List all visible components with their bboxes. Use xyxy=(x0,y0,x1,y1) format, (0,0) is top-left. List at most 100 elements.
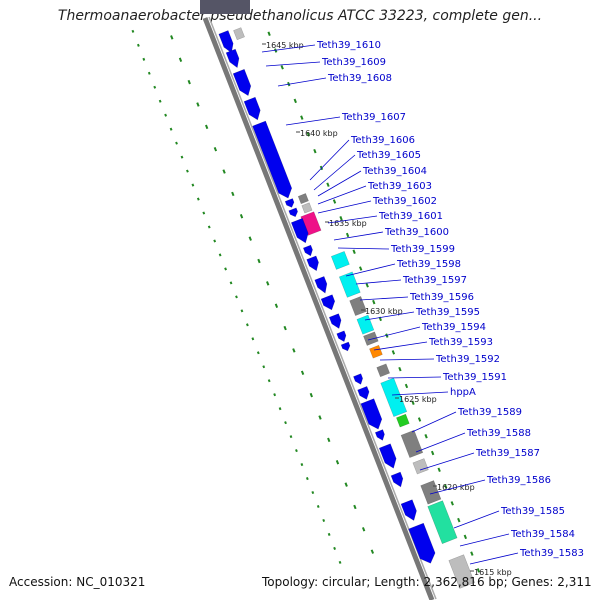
gc-tick-inner xyxy=(365,283,369,288)
gene-label: hppA xyxy=(450,387,476,398)
cds-arrow xyxy=(320,294,336,311)
gene-label: Teth39_1606 xyxy=(350,135,415,146)
gc-tick-outer xyxy=(338,560,342,564)
cds-arrow xyxy=(252,120,293,199)
gc-tick-mid xyxy=(266,281,270,286)
gene-leader-line xyxy=(317,200,372,214)
gc-tick-outer xyxy=(246,323,249,327)
feature-block xyxy=(427,500,458,545)
gene-leader-line xyxy=(345,263,396,277)
feature-block xyxy=(412,458,429,475)
cds-arrow xyxy=(328,313,342,329)
cds-arrow xyxy=(225,48,240,69)
gene-label: Teth39_1593 xyxy=(428,337,493,348)
gene-label: Teth39_1597 xyxy=(402,275,467,286)
cds-arrow xyxy=(390,471,404,488)
cds-arrow xyxy=(306,255,319,272)
gene-leader-line xyxy=(317,185,367,205)
gene-leader-line xyxy=(327,215,378,224)
gc-tick-inner xyxy=(398,366,402,372)
gc-tick-mid xyxy=(274,303,279,308)
gc-tick-mid xyxy=(231,191,235,197)
gene-label: Teth39_1604 xyxy=(362,166,427,177)
gc-tick-outer xyxy=(300,463,304,467)
gc-tick-outer xyxy=(213,239,217,243)
gc-tick-inner xyxy=(267,31,271,37)
gene-leader-line xyxy=(265,61,321,67)
gene-leader-line xyxy=(373,341,428,351)
feature-block xyxy=(349,296,367,317)
gene-leader-line xyxy=(309,139,350,181)
gc-tick-inner xyxy=(404,383,409,389)
gc-tick-outer xyxy=(284,421,287,425)
gc-tick-inner xyxy=(306,132,311,137)
cds-arrow xyxy=(400,499,417,521)
gene-leader-line xyxy=(337,247,390,250)
feature-block xyxy=(363,331,379,346)
cds-arrow xyxy=(284,198,295,208)
gc-tick-inner xyxy=(280,65,284,70)
gc-tick-inner xyxy=(424,434,428,439)
gc-tick-mid xyxy=(196,102,200,107)
cds-arrow xyxy=(340,341,351,352)
gc-tick-outer xyxy=(224,267,227,271)
gc-tick-mid xyxy=(300,370,305,376)
gc-tick-outer xyxy=(289,435,293,439)
gene-label: Teth39_1586 xyxy=(486,475,551,486)
cds-arrow xyxy=(374,429,385,441)
gc-tick-outer xyxy=(158,99,162,103)
gc-tick-inner xyxy=(417,417,422,422)
gc-tick-inner xyxy=(339,216,343,221)
feature-block xyxy=(448,554,475,589)
gene-label: Teth39_1601 xyxy=(378,211,443,222)
gc-tick-mid xyxy=(361,527,366,532)
gene-label: Teth39_1596 xyxy=(409,292,474,303)
gene-label: Teth39_1598 xyxy=(396,259,461,270)
feature-block xyxy=(330,251,350,270)
gc-tick-inner xyxy=(300,115,304,120)
cds-arrow xyxy=(314,276,328,294)
genome-summary-text: Topology: circular; Length: 2,362,816 bp… xyxy=(262,575,592,589)
cds-arrow xyxy=(336,330,347,342)
gene-leader-line xyxy=(459,533,510,547)
gc-tick-outer xyxy=(186,169,189,173)
kbp-tick-label: 1645 kbp xyxy=(266,41,304,50)
gc-tick-outer xyxy=(316,504,320,509)
cds-arrow xyxy=(408,522,436,564)
gene-leader-line xyxy=(359,296,409,301)
gene-label: Teth39_1589 xyxy=(457,407,522,418)
gc-tick-outer xyxy=(333,546,336,550)
gc-tick-inner xyxy=(411,400,415,405)
cds-arrow xyxy=(290,217,309,244)
gene-label: Teth39_1608 xyxy=(327,73,392,84)
gc-tick-outer xyxy=(147,71,151,75)
gene-leader-line xyxy=(364,311,415,321)
gc-tick-inner xyxy=(326,182,330,187)
gene-label: Teth39_1583 xyxy=(519,548,584,559)
gene-leader-line xyxy=(367,326,421,341)
gc-tick-outer xyxy=(175,141,178,145)
gc-tick-outer xyxy=(235,295,238,299)
map-title: Thermoanaerobacter pseudethanolicus ATCC… xyxy=(57,8,543,24)
gc-tick-outer xyxy=(240,309,244,313)
backbone-highlight xyxy=(208,16,437,600)
gene-leader-line xyxy=(379,358,435,361)
gc-tick-mid xyxy=(309,392,313,398)
gc-tick-inner xyxy=(391,350,396,355)
gc-tick-inner xyxy=(463,534,467,540)
gene-label: Teth39_1599 xyxy=(390,244,455,255)
gc-tick-mid xyxy=(222,169,226,174)
gc-tick-outer xyxy=(322,518,326,522)
gc-tick-mid xyxy=(318,415,322,420)
gene-leader-line xyxy=(333,231,384,241)
gc-tick-outer xyxy=(278,407,282,411)
gene-label: Teth39_1584 xyxy=(510,529,575,540)
gc-tick-outer xyxy=(131,29,135,33)
gc-tick-mid xyxy=(213,146,218,152)
gene-label: Teth39_1605 xyxy=(356,150,421,161)
gene-label: Teth39_1595 xyxy=(415,307,480,318)
gc-tick-mid xyxy=(257,258,261,264)
gc-tick-mid xyxy=(178,57,183,62)
gene-leader-line xyxy=(391,391,449,396)
